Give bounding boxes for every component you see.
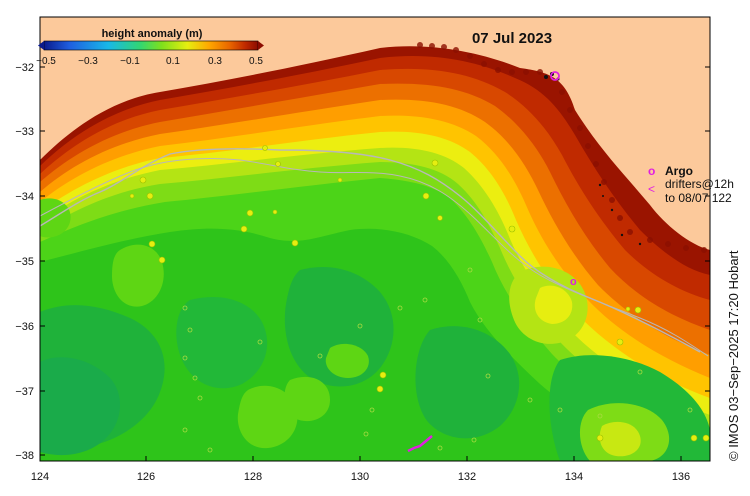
y-tick-label: −36 — [15, 321, 34, 333]
track-line — [40, 158, 709, 357]
y-axis: −32 −33 −34 −35 −36 −37 −38 — [15, 62, 710, 462]
ocean-eddy-deep-green-5 — [176, 296, 268, 389]
coast-dots — [417, 42, 707, 253]
ocean-patch-light-5 — [284, 376, 330, 422]
ocean-eddy-deep-green-4 — [415, 326, 520, 439]
colorbar-tick-label: 0.5 — [249, 56, 263, 67]
colorbar-tick-label: 0.3 — [208, 56, 222, 67]
drifter-legend-range: to 08/07 122 — [665, 191, 732, 205]
colorbar-ramp — [43, 40, 259, 51]
drifter-legend-symbol: < — [648, 182, 655, 196]
drifter-legend-label: drifters@12h — [665, 177, 734, 191]
x-tick-label: 130 — [351, 471, 369, 483]
drifter-trail — [407, 435, 433, 453]
colorbar-tick-label: −0.1 — [120, 56, 140, 67]
x-tick-label: 136 — [672, 471, 690, 483]
x-tick-label: 132 — [458, 471, 476, 483]
y-tick-label: −37 — [15, 386, 34, 398]
ocean-eddy-se-inner — [599, 421, 641, 457]
argo-legend-label: Argo — [665, 164, 693, 178]
plot-frame — [39, 16, 711, 462]
y-tick-label: −34 — [15, 191, 34, 203]
colorbar-title: height anomaly (m) — [102, 28, 203, 40]
argo-legend-symbol: o — [648, 164, 655, 178]
ocean-patch-light-4 — [40, 198, 71, 238]
x-tick-label: 128 — [244, 471, 262, 483]
station-dots — [129, 145, 710, 442]
colorbar-tick-label: −0.5 — [36, 56, 56, 67]
y-tick-label: −38 — [15, 450, 34, 462]
credit: © IMOS 03−Sep−2025 17:20 Hobart — [726, 250, 741, 461]
y-tick-label: −32 — [15, 62, 34, 74]
station-dots-faint — [182, 267, 693, 453]
map-date: 07 Jul 2023 — [472, 30, 552, 47]
argo-float-marker — [550, 71, 560, 81]
ocean-eddy-warm-inner — [534, 285, 573, 324]
argo-float-marker: o — [570, 276, 577, 288]
x-tick-label: 134 — [565, 471, 583, 483]
x-tick-label: 126 — [137, 471, 155, 483]
y-tick-label: −33 — [15, 126, 34, 138]
ocean-patch-light-1 — [112, 244, 164, 307]
colorbar-tick-label: 0.1 — [166, 56, 180, 67]
colorbar-tick-label: −0.3 — [78, 56, 98, 67]
x-axis: 124 126 128 130 132 134 136 — [31, 456, 690, 483]
ocean-patch-light-3 — [325, 343, 369, 378]
colorbar: height anomaly (m) −0.5 −0.3 −0.1 0.1 0.… — [36, 28, 264, 67]
legend: o Argo < drifters@12h to 08/07 122 — [648, 164, 734, 205]
colorbar-min-arrow — [38, 41, 44, 50]
x-tick-label: 124 — [31, 471, 49, 483]
ocean-patch-light-2 — [237, 385, 298, 449]
y-tick-label: −35 — [15, 256, 34, 268]
ocean-eddy-deep-green-3 — [40, 357, 121, 456]
colorbar-max-arrow — [258, 41, 264, 50]
